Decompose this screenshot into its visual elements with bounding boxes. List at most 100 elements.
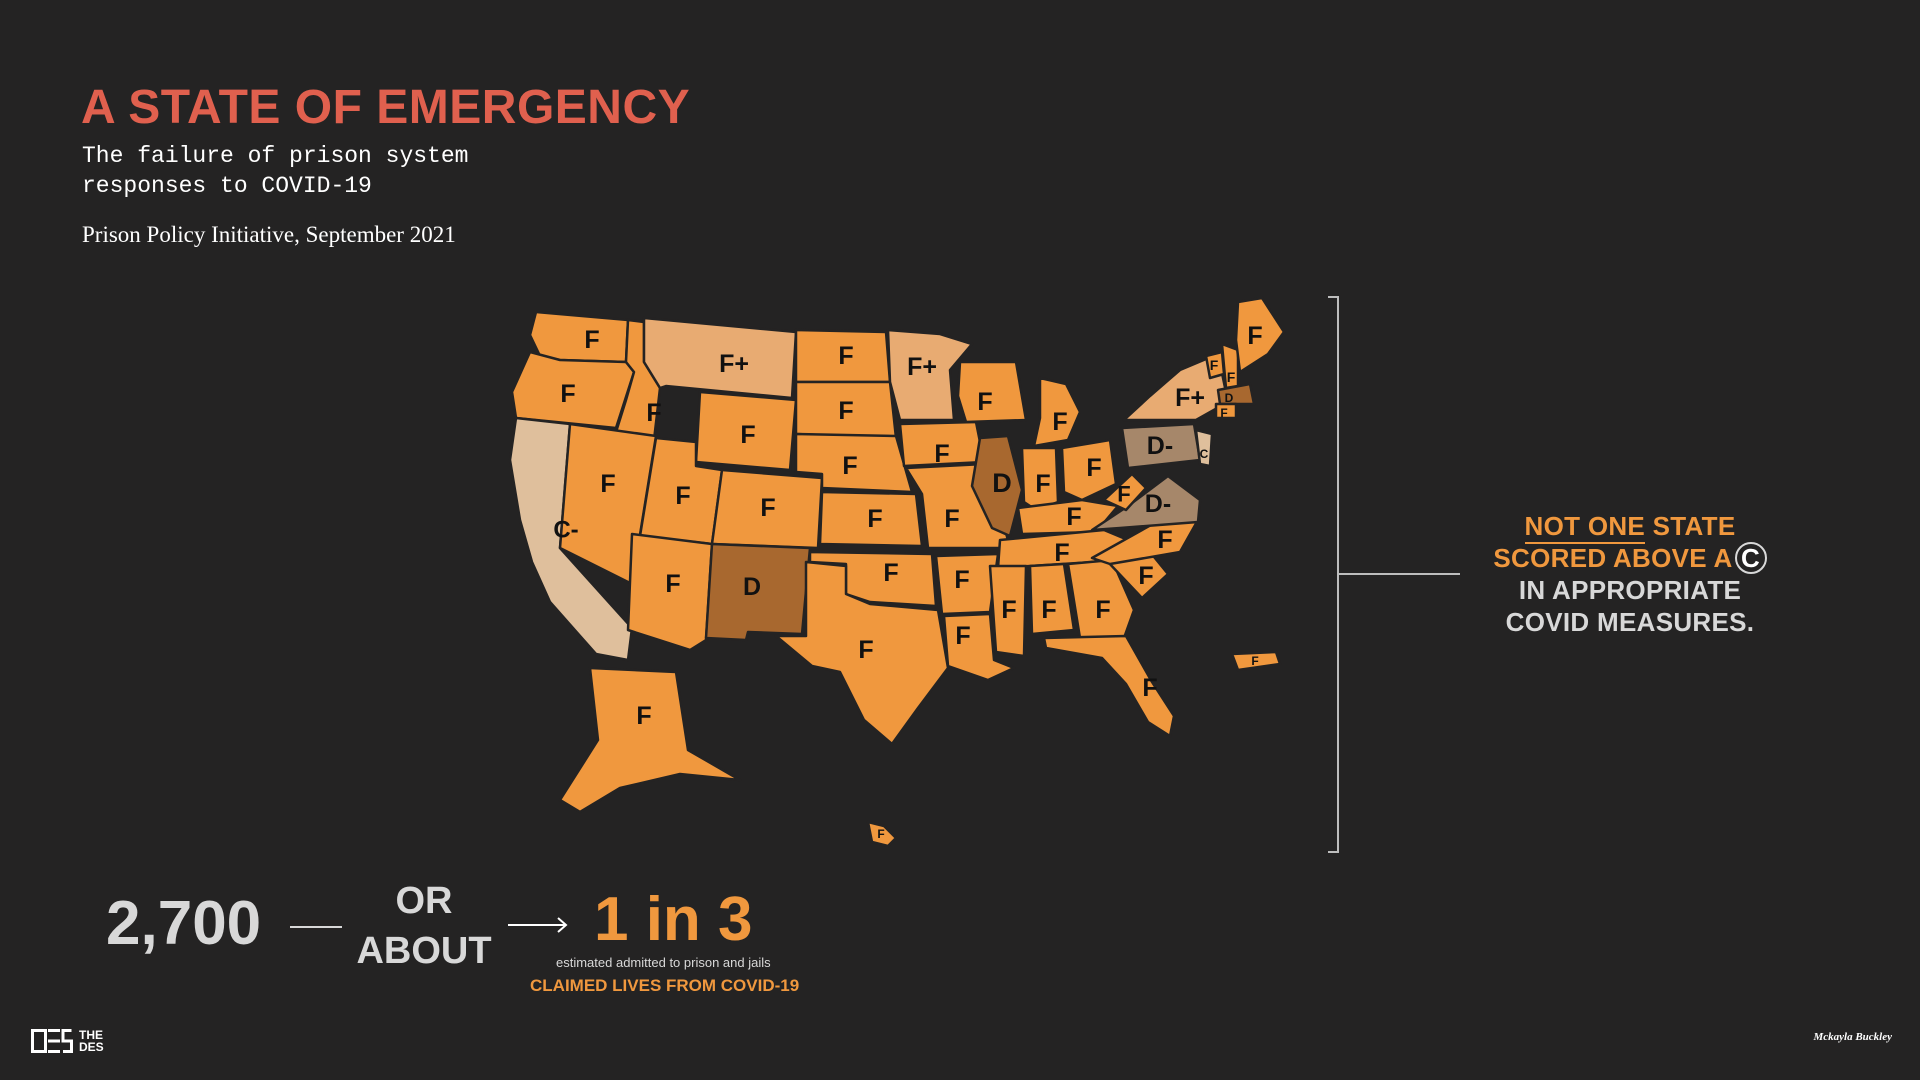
ratio-note: estimated admitted to prison and jails — [556, 955, 771, 970]
grade-label-ny: F+ — [1175, 384, 1205, 412]
logo-word-top: THE — [79, 1028, 103, 1042]
grade-label-id: F — [646, 399, 661, 427]
grade-label-ms: F — [1001, 596, 1016, 624]
grade-label-tn: F — [1054, 539, 1069, 567]
grade-label-sc: F — [1138, 562, 1153, 590]
grade-label-hi: F — [877, 827, 884, 841]
page-subtitle: The failure of prison system responses t… — [82, 143, 469, 199]
grade-label-la: F — [955, 622, 970, 650]
grade-label-co: F — [760, 494, 775, 522]
grade-label-ak: F — [636, 702, 651, 730]
grade-label-ca: C- — [553, 517, 578, 544]
state-pr — [1230, 650, 1282, 672]
grade-label-ar: F — [954, 566, 969, 594]
grade-label-az: F — [665, 570, 680, 598]
state-al — [1028, 562, 1076, 636]
grade-label-ct: F — [1220, 406, 1227, 420]
state-ak — [558, 666, 742, 814]
grade-label-ut: F — [675, 482, 690, 510]
state-nm — [704, 542, 812, 642]
grade-label-nh: F — [1227, 369, 1236, 385]
brand-logo: THE DES — [31, 1029, 104, 1053]
state-la — [942, 612, 1016, 682]
grade-label-al: F — [1041, 596, 1056, 624]
logo-word-bottom: DES — [79, 1040, 104, 1054]
grade-label-ne: F — [842, 452, 857, 480]
callout-line4: COVID MEASURES. — [1505, 607, 1755, 637]
ratio-stat: 1 in 3 — [594, 885, 753, 954]
grade-label-vt: F — [1210, 357, 1219, 373]
logo-mark-icon — [31, 1029, 73, 1053]
grade-label-ia: F — [934, 440, 949, 468]
grade-label-sd: F — [838, 397, 853, 425]
grade-label-nv: F — [600, 470, 615, 498]
state-wy — [694, 390, 798, 472]
state-nj — [1194, 428, 1214, 468]
state-az — [626, 532, 714, 652]
state-ma — [1216, 382, 1256, 406]
grade-label-tx: F — [858, 636, 873, 664]
grade-label-ks: F — [867, 505, 882, 533]
grade-label-pa: D- — [1147, 432, 1173, 460]
claim-text: CLAIMED LIVES FROM COVID-19 — [530, 976, 800, 995]
grade-label-ky: F — [1066, 503, 1081, 531]
logo-wordmark: THE DES — [79, 1029, 104, 1053]
grade-label-mo: F — [944, 505, 959, 533]
grade-label-oh: F — [1086, 454, 1101, 482]
right-arrow-icon — [508, 917, 568, 933]
state-fl — [1042, 634, 1176, 738]
grade-label-mn: F+ — [907, 353, 937, 381]
connector-text: OR ABOUT — [356, 880, 492, 972]
grade-label-wi: F — [977, 388, 992, 416]
grade-label-in: F — [1035, 470, 1050, 498]
callout-grade-circle: C — [1734, 542, 1767, 574]
callout-line1-rest: STATE — [1645, 511, 1736, 541]
state-ar — [934, 552, 1000, 616]
callout-line3: IN APPROPRIATE — [1518, 575, 1742, 605]
grade-label-me: F — [1247, 322, 1262, 350]
grade-label-wy: F — [740, 421, 755, 449]
state-co — [710, 468, 824, 550]
state-me — [1234, 296, 1286, 374]
page-title: A STATE OF EMERGENCY — [81, 81, 691, 134]
state-wv — [1102, 472, 1148, 512]
map-bracket — [1328, 296, 1460, 853]
grade-label-nm: D — [743, 573, 761, 601]
dash-divider — [290, 926, 342, 928]
author-credit: Mckayla Buckley — [1813, 1031, 1892, 1043]
death-count: 2,700 — [106, 889, 262, 958]
grade-label-wv: F — [1117, 482, 1130, 507]
state-ks — [818, 490, 924, 548]
state-ne — [794, 432, 914, 494]
callout-line2: SCORED ABOVE A — [1493, 543, 1733, 573]
grade-label-mt: F+ — [719, 350, 749, 378]
grade-label-mi: F — [1052, 408, 1067, 436]
state-wi — [956, 360, 1028, 424]
grade-label-ok: F — [883, 559, 898, 587]
grade-label-nd: F — [838, 342, 853, 370]
state-tx — [774, 560, 950, 746]
grade-label-pr: F — [1251, 654, 1258, 668]
state-mn — [886, 328, 974, 422]
grade-label-nc: F — [1157, 526, 1172, 554]
grade-label-va: D- — [1145, 490, 1171, 518]
grade-label-ma: D — [1225, 391, 1234, 405]
grade-label-ga: F — [1095, 596, 1110, 624]
state-hi — [866, 820, 898, 848]
state-oh — [1060, 438, 1118, 502]
states-layer — [508, 296, 1286, 848]
state-ms — [988, 564, 1028, 658]
grade-label-fl: F — [1142, 674, 1157, 702]
state-wa — [528, 310, 630, 364]
grade-label-or: F — [560, 380, 575, 408]
grade-label-wa: F — [584, 326, 599, 354]
grade-label-nj: C — [1200, 447, 1209, 461]
grade-label-il: D — [992, 468, 1012, 498]
source-credit: Prison Policy Initiative, September 2021 — [82, 222, 456, 247]
state-ct — [1214, 402, 1238, 420]
state-mi — [1032, 376, 1082, 448]
state-il — [970, 434, 1024, 538]
